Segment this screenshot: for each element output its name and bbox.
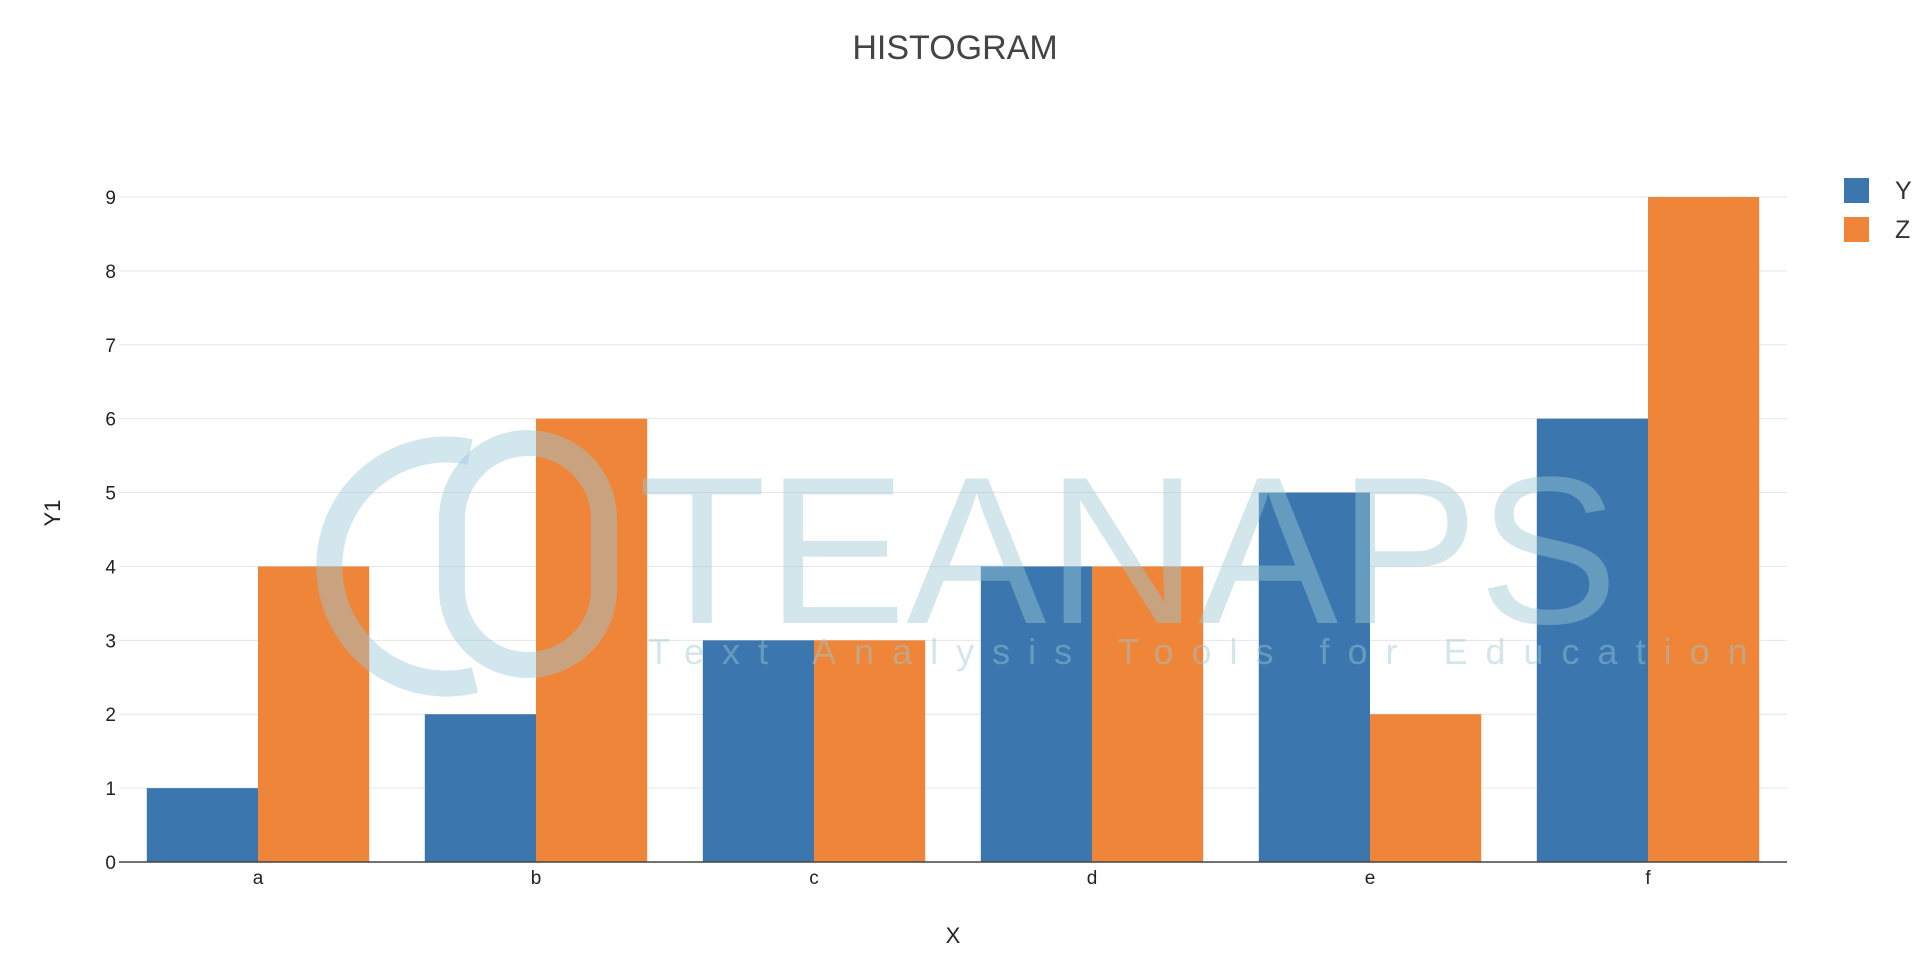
- chart-title: HISTOGRAM: [852, 29, 1057, 67]
- legend-label-z: Z: [1895, 216, 1910, 244]
- bar-z-c: [814, 640, 926, 862]
- y-tick-label: 5: [105, 484, 116, 505]
- y-tick-label: 1: [105, 779, 116, 800]
- watermark-logo: TEANAPS Text Analysis Tools for Educatio…: [316, 430, 1766, 697]
- x-tick-label: e: [1365, 868, 1376, 889]
- bar-z-d: [1092, 566, 1204, 862]
- x-axis-ticks: a b c d e f: [253, 868, 1652, 889]
- bar-y-d: [980, 566, 1092, 862]
- y-tick-label: 9: [105, 188, 116, 209]
- watermark-ring-outer: [316, 436, 479, 697]
- x-tick-label: c: [809, 868, 819, 889]
- legend: YZ: [1844, 177, 1912, 244]
- y-tick-label: 0: [105, 853, 116, 874]
- y-tick-label: 4: [105, 557, 116, 578]
- y-tick-label: 3: [105, 631, 116, 652]
- x-tick-label: a: [253, 868, 264, 889]
- bar-y-f: [1536, 418, 1648, 862]
- bar-z-b: [536, 418, 648, 862]
- gridlines: [119, 196, 1787, 789]
- y-tick-label: 7: [105, 336, 116, 357]
- bars: [146, 197, 1760, 862]
- bar-z-e: [1370, 714, 1482, 862]
- x-tick-label: d: [1087, 868, 1098, 889]
- y-axis-ticks: 0 1 2 3 4 5 6 7 8 9: [105, 188, 116, 874]
- y-axis-title: Y1: [40, 500, 65, 527]
- bar-y-a: [146, 788, 258, 862]
- x-tick-label: b: [531, 868, 542, 889]
- y-tick-label: 2: [105, 705, 116, 726]
- watermark-tagline: Text Analysis Tools for Education: [648, 631, 1766, 672]
- bar-y-c: [702, 640, 814, 862]
- legend-swatch-z: [1844, 217, 1869, 242]
- bar-z-a: [258, 566, 370, 862]
- bar-y-e: [1258, 492, 1370, 862]
- watermark-brand: TEANAPS: [638, 433, 1618, 668]
- legend-swatch-y: [1844, 178, 1869, 203]
- x-tick-label: f: [1645, 868, 1651, 889]
- watermark-ring-inner: [439, 430, 617, 678]
- legend-label-y: Y: [1895, 177, 1912, 205]
- y-tick-label: 8: [105, 262, 116, 283]
- y-tick-label: 6: [105, 410, 116, 431]
- bar-z-f: [1648, 197, 1760, 862]
- bar-y-b: [424, 714, 536, 862]
- x-axis-title: X: [946, 923, 961, 948]
